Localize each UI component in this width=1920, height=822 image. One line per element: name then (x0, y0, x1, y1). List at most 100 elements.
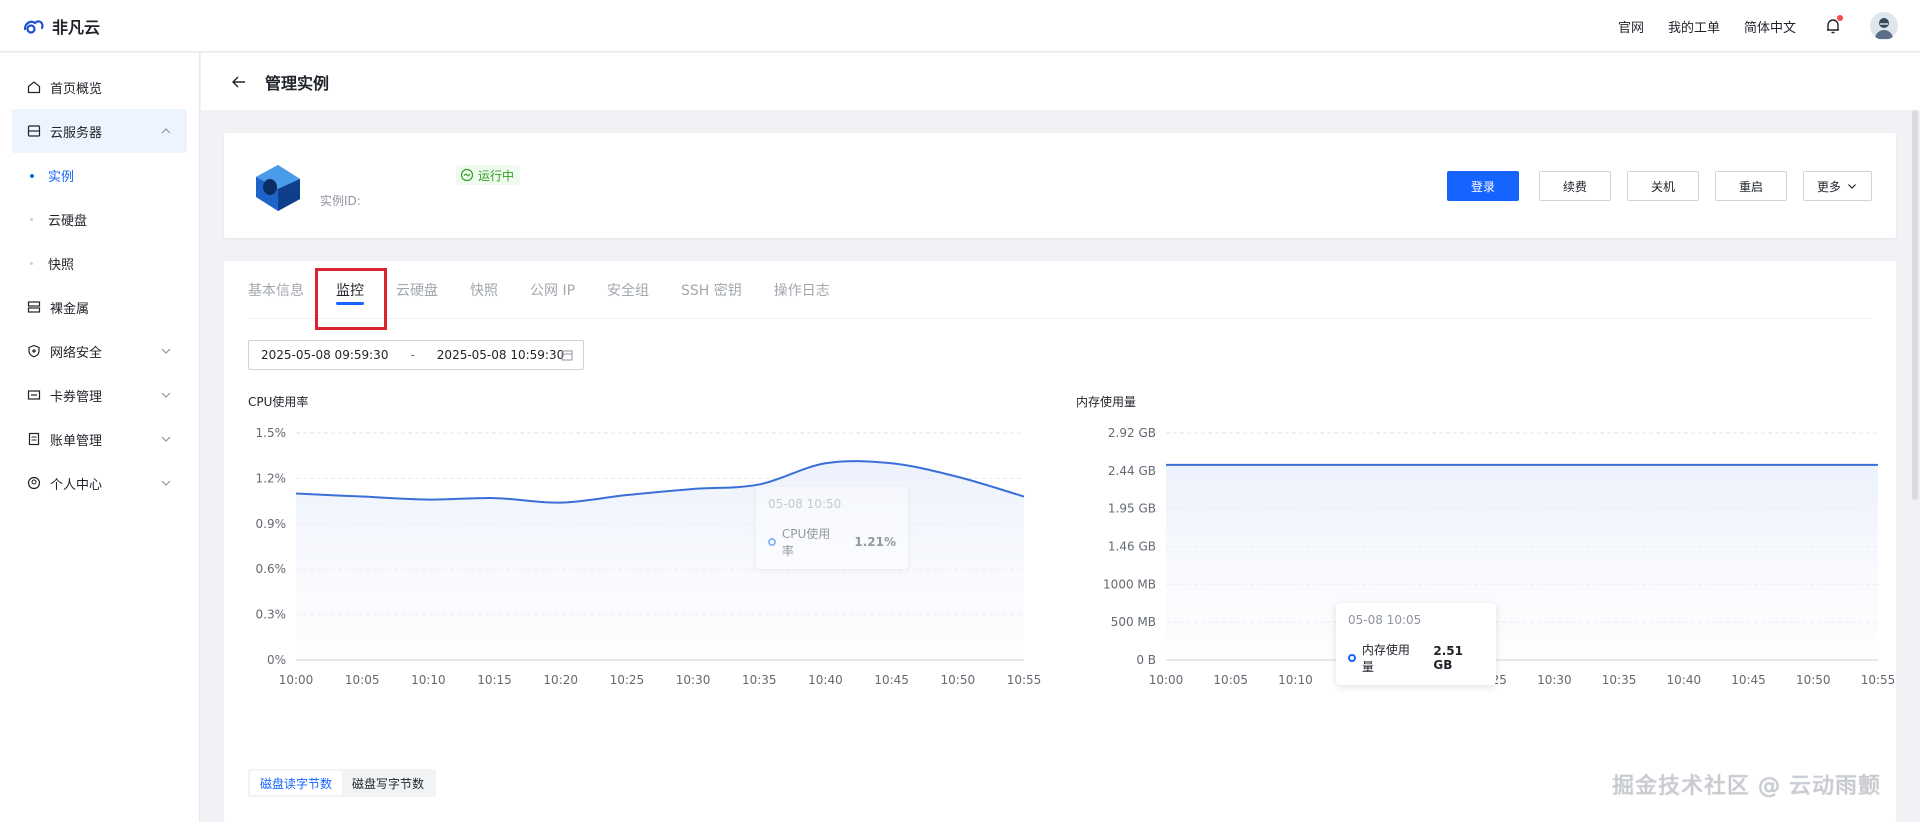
top-header: 非凡云 官网 我的工单 简体中文 (0, 0, 1920, 52)
tab-public-ip[interactable]: 公网 IP (530, 282, 576, 299)
language-switch[interactable]: 简体中文 (1743, 20, 1796, 36)
renew-button[interactable]: 续费 (1539, 171, 1611, 201)
logo-icon (23, 19, 44, 34)
series-dot-icon (768, 538, 776, 546)
tab-cloud-disk[interactable]: 云硬盘 (396, 282, 438, 299)
scrollbar[interactable] (1912, 110, 1918, 500)
x-tick-label: 10:30 (676, 673, 711, 687)
sidebar-item-coupons[interactable]: 卡券管理 (0, 373, 199, 417)
cpu-chart: 0% 0.3% 0.6% 0.9% 1.2% 1.5% 10:00 10:05 10:10 10:… (256, 426, 1042, 687)
baremetal-icon (26, 299, 42, 315)
mem-chart-title: 内存使用量 (1076, 395, 1137, 409)
y-tick-label: 0.6% (256, 562, 287, 576)
login-button[interactable]: 登录 (1447, 171, 1519, 201)
y-tick-label: 1.95 GB (1108, 502, 1156, 516)
notification-dot (1837, 15, 1843, 21)
date-range-picker[interactable]: 2025-05-08 09:59:30 - 2025-05-08 10:59:3… (248, 340, 584, 370)
sidebar-item-label: 账单管理 (50, 433, 103, 449)
date-separator: - (410, 348, 415, 362)
sidebar-item-home[interactable]: 首页概览 (0, 65, 199, 109)
restart-button[interactable]: 重启 (1715, 171, 1787, 201)
y-tick-label: 0 B (1136, 653, 1156, 667)
sidebar-item-cloud-server[interactable]: 云服务器 (12, 109, 187, 153)
chevron-up-icon (161, 128, 171, 134)
page-header: 管理实例 (201, 53, 1920, 110)
segment-disk-write[interactable]: 磁盘写字节数 (352, 776, 425, 791)
page-title: 管理实例 (265, 73, 330, 93)
tab-operation-log[interactable]: 操作日志 (773, 282, 830, 299)
x-tick-label: 10:05 (345, 673, 380, 687)
start-date[interactable]: 2025-05-08 09:59:30 (261, 348, 389, 362)
y-tick-label: 1.5% (256, 426, 287, 440)
instance-server-icon (256, 165, 300, 211)
sidebar-item-label: 个人中心 (50, 477, 103, 493)
cpu-chart-title: CPU使用率 (248, 395, 309, 409)
y-tick-label: 1000 MB (1103, 577, 1156, 591)
sidebar-item-personal-center[interactable]: 个人中心 (0, 461, 199, 505)
official-site-link[interactable]: 官网 (1617, 20, 1644, 36)
tab-monitoring[interactable]: 监控 (336, 261, 364, 319)
tab-ssh-key[interactable]: SSH 密钥 (681, 282, 742, 299)
y-tick-label: 0% (267, 653, 286, 667)
my-tickets-link[interactable]: 我的工单 (1667, 20, 1720, 36)
x-tick-label: 10:10 (411, 673, 446, 687)
chevron-down-icon (161, 392, 171, 398)
sidebar-item-label: 网络安全 (50, 345, 103, 361)
x-tick-label: 10:55 (1007, 673, 1042, 687)
y-tick-label: 2.92 GB (1108, 426, 1156, 440)
sidebar-subitem-cloud-disk[interactable]: 云硬盘 (0, 197, 199, 241)
x-tick-label: 10:45 (1731, 673, 1766, 687)
x-tick-label: 10:00 (279, 673, 314, 687)
sidebar-subitem-snapshot[interactable]: 快照 (0, 241, 199, 285)
instance-id-label: 实例ID: (320, 194, 361, 208)
instance-summary-card: 实例ID: 运行中 登录 续费 关机 重启 更多 (224, 133, 1896, 238)
x-tick-label: 10:10 (1278, 673, 1313, 687)
x-tick-label: 10:40 (808, 673, 843, 687)
sidebar: 首页概览 云服务器 实例 云硬盘 快照 裸金属 网络安全 卡券管理 账单管理 个… (0, 53, 200, 822)
y-tick-label: 2.44 GB (1108, 464, 1156, 478)
brand-logo[interactable]: 非凡云 (22, 14, 100, 38)
x-tick-label: 10:50 (941, 673, 976, 687)
x-tick-label: 10:25 (610, 673, 645, 687)
shutdown-button[interactable]: 关机 (1627, 171, 1699, 201)
disk-metric-segment: 磁盘读字节数 磁盘写字节数 (248, 769, 437, 797)
sidebar-subitem-instances[interactable]: 实例 (0, 153, 199, 197)
watermark: 掘金技术社区 @ 云动雨颤 (1612, 774, 1881, 799)
shield-icon (26, 343, 42, 359)
sidebar-item-label: 首页概览 (50, 81, 103, 97)
sidebar-item-network-security[interactable]: 网络安全 (0, 329, 199, 373)
notification-bell-icon[interactable] (1824, 15, 1843, 35)
x-tick-label: 10:45 (874, 673, 909, 687)
sidebar-item-label: 云服务器 (50, 125, 103, 141)
x-tick-label: 10:55 (1861, 673, 1896, 687)
x-tick-label: 10:05 (1213, 673, 1248, 687)
series-dot-icon (1348, 654, 1356, 662)
x-tick-label: 10:40 (1667, 673, 1702, 687)
bill-icon (26, 431, 42, 447)
back-arrow-icon[interactable] (229, 72, 249, 92)
tab-security-group[interactable]: 安全组 (607, 282, 650, 299)
series-area (1166, 464, 1878, 660)
x-tick-label: 10:35 (742, 673, 777, 687)
end-date[interactable]: 2025-05-08 10:59:30 (436, 348, 565, 362)
server-icon (26, 123, 42, 139)
chevron-down-icon (161, 436, 171, 442)
status-badge: 运行中 (456, 165, 521, 185)
x-tick-label: 10:30 (1537, 673, 1572, 687)
running-status-icon (460, 168, 474, 182)
tab-bar: 基本信息 监控 云硬盘 快照 公网 IP 安全组 SSH 密钥 操作日志 (248, 261, 1872, 319)
sidebar-item-billing[interactable]: 账单管理 (0, 417, 199, 461)
more-dropdown[interactable]: 更多 (1803, 171, 1872, 201)
sidebar-item-label: 裸金属 (50, 301, 90, 317)
avatar[interactable] (1870, 12, 1898, 40)
tab-basic-info[interactable]: 基本信息 (248, 282, 304, 299)
chevron-down-icon (161, 480, 171, 486)
segment-disk-read[interactable]: 磁盘读字节数 (250, 771, 343, 795)
sidebar-item-baremetal[interactable]: 裸金属 (0, 285, 199, 329)
x-tick-label: 10:20 (543, 673, 578, 687)
sidebar-item-label: 卡券管理 (50, 389, 103, 405)
tab-snapshot[interactable]: 快照 (470, 282, 498, 299)
x-tick-label: 10:35 (1602, 673, 1637, 687)
y-tick-label: 1.2% (256, 471, 287, 485)
y-tick-label: 0.3% (256, 608, 287, 622)
